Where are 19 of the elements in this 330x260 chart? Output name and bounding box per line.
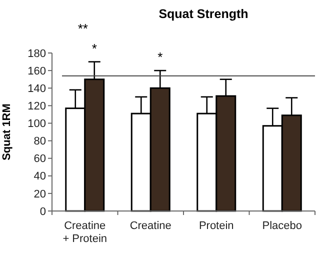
y-tick-label: 60 — [34, 153, 46, 166]
y-tick-label: 20 — [34, 188, 46, 200]
text: ** — [78, 21, 88, 36]
y-tick-label: 40 — [34, 170, 46, 183]
y-tick-label: 120 — [28, 100, 46, 113]
y-tick-label: 160 — [28, 65, 46, 78]
y-tick-label: 80 — [34, 136, 46, 148]
x-tick-label: Creatine — [130, 220, 172, 232]
x-tick-label: Creatine + Protein — [62, 220, 108, 245]
annotation: * — [92, 40, 97, 56]
x-tick-label: Placebo — [262, 220, 302, 232]
x-tick-label: Protein — [198, 220, 234, 232]
y-tick-label: 140 — [28, 82, 46, 95]
y-tick-label: 180 — [28, 48, 46, 60]
chart-title: Squat Strength — [158, 7, 248, 21]
y-tick-label: 0 — [40, 206, 46, 218]
annotation: * — [158, 50, 163, 65]
y-tick-label: 100 — [28, 118, 46, 130]
y-axis-title: Squat 1RM — [1, 104, 13, 160]
